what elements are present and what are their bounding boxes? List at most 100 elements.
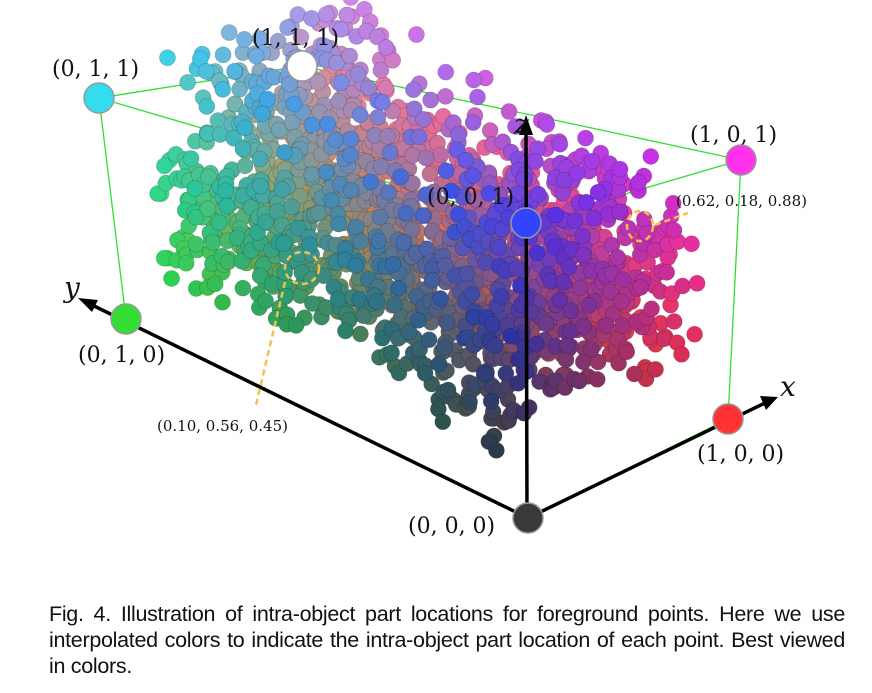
y-axis-label: y xyxy=(62,271,81,304)
point-sphere xyxy=(683,235,700,253)
point-sphere xyxy=(359,79,377,97)
point-sphere xyxy=(257,292,274,310)
point-sphere xyxy=(688,274,706,292)
corner-marker-011 xyxy=(83,82,115,114)
point-sphere xyxy=(410,128,428,146)
annotation-label-2: (0.10, 0.56, 0.45) xyxy=(157,417,288,435)
point-sphere xyxy=(199,200,217,218)
point-sphere xyxy=(437,63,455,81)
part-location-figure: y x z (0, 0, 0) (1, 0, 0) (0, 1, 0) (0, … xyxy=(52,0,807,539)
point-sphere xyxy=(464,167,482,185)
point-sphere xyxy=(477,365,494,383)
label-111: (1, 1, 1) xyxy=(252,26,339,51)
point-sphere xyxy=(618,343,636,361)
point-sphere xyxy=(379,127,396,145)
point-sphere xyxy=(186,179,204,197)
point-sphere xyxy=(383,344,400,362)
point-sphere xyxy=(377,39,395,56)
point-sphere xyxy=(187,208,205,226)
point-sphere xyxy=(630,174,647,191)
point-sphere xyxy=(327,131,344,149)
corner-marker-111 xyxy=(286,50,318,82)
point-sphere xyxy=(235,31,253,48)
point-sphere xyxy=(303,295,321,312)
x-axis-label: x xyxy=(780,370,796,403)
point-sphere xyxy=(371,208,389,226)
z-axis-line xyxy=(524,129,529,519)
point-sphere xyxy=(570,372,588,390)
point-sphere xyxy=(214,80,232,98)
point-sphere xyxy=(558,336,576,354)
point-sphere xyxy=(332,20,350,38)
x-arrow-icon xyxy=(760,396,778,410)
label-001: (0, 0, 1) xyxy=(427,185,514,210)
corner-marker-001 xyxy=(510,207,542,239)
point-sphere xyxy=(497,365,515,382)
point-sphere xyxy=(257,213,275,231)
point-sphere xyxy=(287,317,305,334)
point-sphere xyxy=(285,95,303,113)
point-sphere xyxy=(236,157,254,175)
point-sphere xyxy=(423,271,441,289)
point-sphere xyxy=(414,206,432,224)
point-sphere xyxy=(329,290,347,308)
point-sphere xyxy=(281,75,298,93)
point-sphere xyxy=(575,317,593,335)
point-sphere xyxy=(317,6,335,23)
point-sphere xyxy=(270,121,288,139)
point-sphere xyxy=(392,168,410,186)
point-sphere xyxy=(342,130,360,148)
point-sphere xyxy=(502,327,520,345)
annotation-1 xyxy=(254,209,689,406)
point-sphere xyxy=(347,257,365,275)
point-sphere xyxy=(351,106,369,124)
point-sphere xyxy=(415,111,432,128)
point-sphere xyxy=(198,98,216,115)
point-sphere xyxy=(583,152,601,170)
point-sphere xyxy=(400,323,418,341)
point-sphere xyxy=(200,168,217,186)
point-sphere xyxy=(578,193,595,211)
point-sphere xyxy=(303,116,321,134)
point-sphere xyxy=(632,279,650,296)
z-axis-label: z xyxy=(513,108,529,141)
point-sphere xyxy=(303,166,321,183)
point-sphere xyxy=(292,28,310,46)
point-sphere xyxy=(588,370,606,388)
point-sphere xyxy=(528,244,546,262)
point-sphere xyxy=(613,317,631,335)
point-sphere xyxy=(437,257,455,275)
z-arrow-icon xyxy=(519,115,533,135)
point-sphere xyxy=(597,317,615,334)
point-sphere xyxy=(572,279,589,297)
point-sphere xyxy=(664,194,682,212)
point-sphere xyxy=(438,314,456,332)
label-101: (1, 0, 1) xyxy=(690,123,777,148)
point-sphere xyxy=(643,300,660,318)
point-sphere xyxy=(408,26,425,43)
point-sphere xyxy=(658,263,676,281)
point-sphere xyxy=(465,71,483,89)
point-sphere xyxy=(187,235,205,253)
point-sphere xyxy=(258,90,276,108)
point-sphere xyxy=(347,218,365,236)
point-sphere xyxy=(515,404,533,422)
point-sphere xyxy=(529,185,547,203)
point-sphere xyxy=(457,151,475,169)
point-sphere xyxy=(436,339,453,357)
point-sphere xyxy=(342,146,359,164)
point-sphere xyxy=(317,163,335,181)
point-sphere xyxy=(515,170,532,188)
point-sphere xyxy=(338,6,356,24)
point-sphere xyxy=(555,273,572,291)
point-sphere xyxy=(273,181,291,198)
point-sphere xyxy=(635,210,653,228)
point-sphere xyxy=(527,152,544,170)
point-sphere xyxy=(289,219,307,237)
point-sphere xyxy=(589,183,607,201)
point-sphere xyxy=(577,129,594,147)
corner-markers xyxy=(83,50,757,534)
point-sphere xyxy=(234,140,252,158)
point-sphere xyxy=(218,197,236,215)
point-sphere xyxy=(342,0,359,6)
